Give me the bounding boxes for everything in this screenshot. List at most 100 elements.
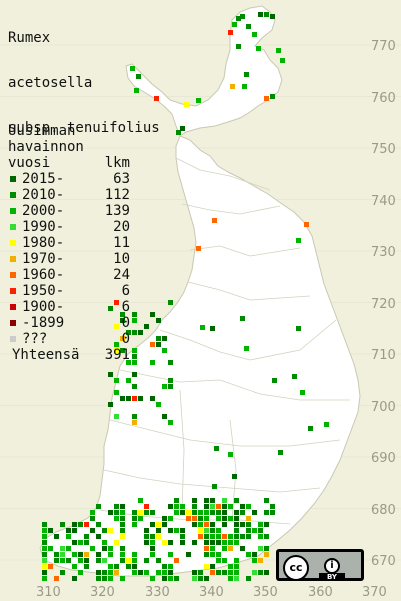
observation-square xyxy=(102,570,107,575)
observation-square xyxy=(264,510,269,515)
observation-square xyxy=(60,552,65,557)
observation-square xyxy=(210,510,215,515)
observation-square xyxy=(144,540,149,545)
observation-square xyxy=(296,326,301,331)
legend-total-row: Yhteensä 391 xyxy=(8,347,130,363)
observation-square xyxy=(308,426,313,431)
observation-square xyxy=(156,528,161,533)
observation-square xyxy=(234,498,239,503)
legend-heading-3: vuosi xyxy=(8,155,51,171)
observation-square xyxy=(228,564,233,569)
legend-count: 112 xyxy=(104,187,130,203)
observation-square xyxy=(132,516,137,521)
observation-square xyxy=(156,522,161,527)
observation-square xyxy=(192,576,197,581)
legend-count: 0 xyxy=(121,315,130,331)
legend-heading-1: Uusimman xyxy=(8,123,76,139)
observation-square xyxy=(150,552,155,557)
observation-square xyxy=(234,528,239,533)
legend-swatch xyxy=(10,256,16,262)
observation-square xyxy=(214,446,219,451)
observation-square xyxy=(150,312,155,317)
observation-square xyxy=(132,318,137,323)
observation-square xyxy=(240,546,245,551)
observation-square xyxy=(180,504,185,509)
observation-square xyxy=(278,450,283,455)
y-tick-label: 680 xyxy=(371,503,396,518)
observation-square xyxy=(42,528,47,533)
observation-square xyxy=(232,474,237,479)
legend-count: 6 xyxy=(121,299,130,315)
observation-square xyxy=(192,510,197,515)
observation-square xyxy=(198,510,203,515)
observation-square xyxy=(270,14,275,19)
observation-square xyxy=(162,336,167,341)
observation-square xyxy=(126,378,131,383)
observation-square xyxy=(240,14,245,19)
observation-square xyxy=(240,316,245,321)
observation-square xyxy=(240,504,245,509)
observation-square xyxy=(132,414,137,419)
legend-count: 20 xyxy=(113,219,130,235)
observation-square xyxy=(102,528,107,533)
observation-square xyxy=(132,558,137,563)
legend-count: 10 xyxy=(113,251,130,267)
observation-square xyxy=(156,558,161,563)
observation-square xyxy=(196,98,201,103)
observation-square xyxy=(144,558,149,563)
legend-year-label: 1980- xyxy=(22,235,65,251)
observation-square xyxy=(154,96,159,101)
legend-year-label: 1960- xyxy=(22,267,65,283)
attribution-person-icon: i xyxy=(324,558,340,574)
observation-square xyxy=(108,510,113,515)
observation-square xyxy=(138,396,143,401)
observation-square xyxy=(114,504,119,509)
observation-square xyxy=(168,552,173,557)
observation-square xyxy=(162,576,167,581)
observation-square xyxy=(198,516,203,521)
observation-square xyxy=(216,534,221,539)
observation-square xyxy=(132,564,137,569)
observation-square xyxy=(252,528,257,533)
observation-square xyxy=(132,552,137,557)
observation-square xyxy=(204,534,209,539)
legend-swatch xyxy=(10,320,16,326)
observation-square xyxy=(222,546,227,551)
observation-square xyxy=(108,564,113,569)
observation-square xyxy=(280,58,285,63)
observation-square xyxy=(222,540,227,545)
observation-square xyxy=(244,72,249,77)
observation-square xyxy=(156,318,161,323)
legend-year-label: ??? xyxy=(22,331,48,347)
observation-square xyxy=(228,546,233,551)
observation-square xyxy=(150,510,155,515)
observation-square xyxy=(252,570,257,575)
legend-swatch xyxy=(10,208,16,214)
observation-square xyxy=(132,570,137,575)
observation-square xyxy=(126,330,131,335)
observation-square xyxy=(296,238,301,243)
observation-square xyxy=(126,360,131,365)
y-tick-label: 770 xyxy=(371,39,396,54)
observation-square xyxy=(222,516,227,521)
cc-by-license-badge[interactable]: cc i BY xyxy=(276,549,364,581)
x-tick-label: 310 xyxy=(36,585,61,600)
observation-square xyxy=(210,528,215,533)
x-tick-label: 320 xyxy=(90,585,115,600)
legend-swatch xyxy=(10,288,16,294)
observation-square xyxy=(212,218,217,223)
observation-square xyxy=(192,570,197,575)
observation-square xyxy=(256,46,261,51)
observation-square xyxy=(132,330,137,335)
observation-square xyxy=(120,516,125,521)
observation-square xyxy=(102,576,107,581)
observation-square xyxy=(204,516,209,521)
observation-square xyxy=(246,504,251,509)
observation-square xyxy=(138,516,143,521)
observation-square xyxy=(258,528,263,533)
observation-square xyxy=(150,522,155,527)
observation-square xyxy=(228,570,233,575)
finland-land xyxy=(39,5,361,577)
observation-square xyxy=(300,390,305,395)
